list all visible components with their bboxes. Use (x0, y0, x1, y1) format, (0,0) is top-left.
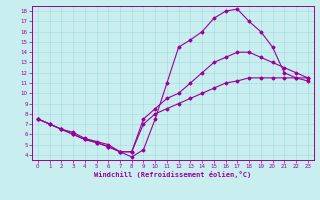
X-axis label: Windchill (Refroidissement éolien,°C): Windchill (Refroidissement éolien,°C) (94, 171, 252, 178)
